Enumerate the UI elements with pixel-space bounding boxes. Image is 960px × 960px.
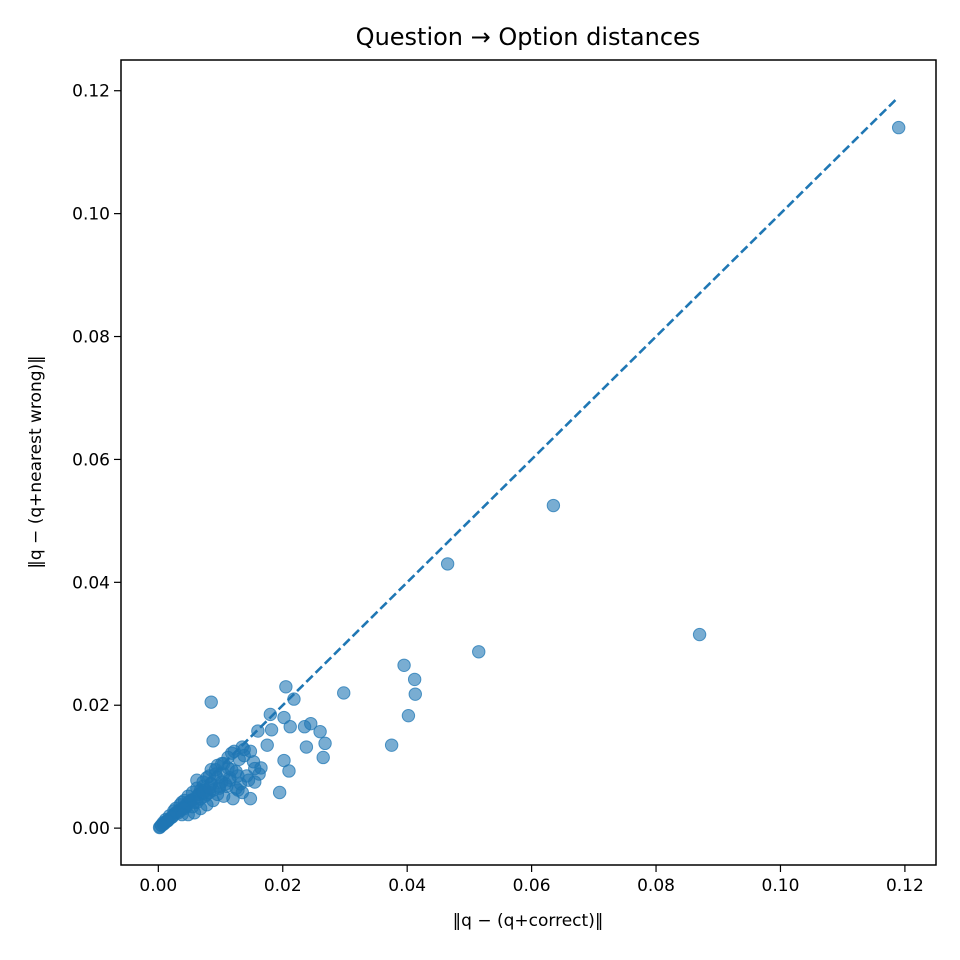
plot-frame xyxy=(120,59,937,866)
x-tick-label: 0.04 xyxy=(388,876,426,896)
data-point xyxy=(692,627,707,642)
x-tick-label: 0.00 xyxy=(139,876,177,896)
data-point xyxy=(272,785,287,800)
data-point xyxy=(313,724,327,739)
y-tick-label: 0.08 xyxy=(72,328,110,348)
x-tick-label: 0.12 xyxy=(886,876,924,896)
y-tick-label: 0.04 xyxy=(72,573,110,593)
data-point xyxy=(287,692,301,706)
data-point xyxy=(546,498,561,513)
x-axis-label: ‖q − (q+correct)‖ xyxy=(453,911,604,931)
y-axis-ticks: 0.00 0.02 0.04 0.06 0.08 0.10 0.12 xyxy=(72,82,121,839)
data-point xyxy=(337,686,351,700)
data-point xyxy=(252,767,266,781)
data-point xyxy=(190,773,204,787)
data-point xyxy=(397,658,411,672)
x-tick-label: 0.08 xyxy=(637,876,675,896)
data-point xyxy=(472,645,486,659)
y-tick-label: 0.06 xyxy=(72,450,110,470)
data-point xyxy=(264,723,279,737)
x-tick-label: 0.02 xyxy=(264,876,302,896)
data-point xyxy=(318,736,332,751)
x-tick-label: 0.06 xyxy=(513,876,551,896)
data-point xyxy=(277,710,291,725)
data-point xyxy=(891,120,906,135)
x-axis-ticks: 0.00 0.02 0.04 0.06 0.08 0.10 0.12 xyxy=(139,865,924,896)
data-point xyxy=(401,708,416,723)
y-tick-label: 0.00 xyxy=(72,819,110,839)
data-point xyxy=(407,672,422,687)
scatter-points xyxy=(152,120,906,835)
data-point xyxy=(408,687,422,701)
data-point xyxy=(384,738,399,752)
data-point xyxy=(282,764,296,778)
y-tick-label: 0.02 xyxy=(72,696,110,716)
data-point xyxy=(263,707,278,722)
data-point xyxy=(316,750,330,765)
data-point xyxy=(241,773,256,787)
data-point xyxy=(283,720,297,734)
data-point xyxy=(260,738,274,752)
data-point xyxy=(299,740,314,754)
data-point xyxy=(279,680,293,694)
y-tick-label: 0.12 xyxy=(72,82,110,102)
data-point xyxy=(243,791,258,806)
data-point xyxy=(204,695,218,709)
data-point xyxy=(181,789,195,803)
data-point xyxy=(202,781,217,795)
y-axis-label: ‖q − (q+nearest wrong)‖ xyxy=(26,355,46,568)
data-point xyxy=(440,557,455,571)
reference-line xyxy=(157,99,897,830)
data-point xyxy=(297,720,312,734)
data-point xyxy=(154,818,169,832)
y-tick-label: 0.10 xyxy=(72,205,110,225)
data-point xyxy=(237,742,251,757)
data-point xyxy=(251,724,265,738)
chart-title: Question → Option distances xyxy=(356,23,701,51)
reference-line-layer xyxy=(157,99,897,830)
data-point xyxy=(206,734,220,748)
x-tick-label: 0.10 xyxy=(762,876,800,896)
data-point xyxy=(175,807,189,822)
